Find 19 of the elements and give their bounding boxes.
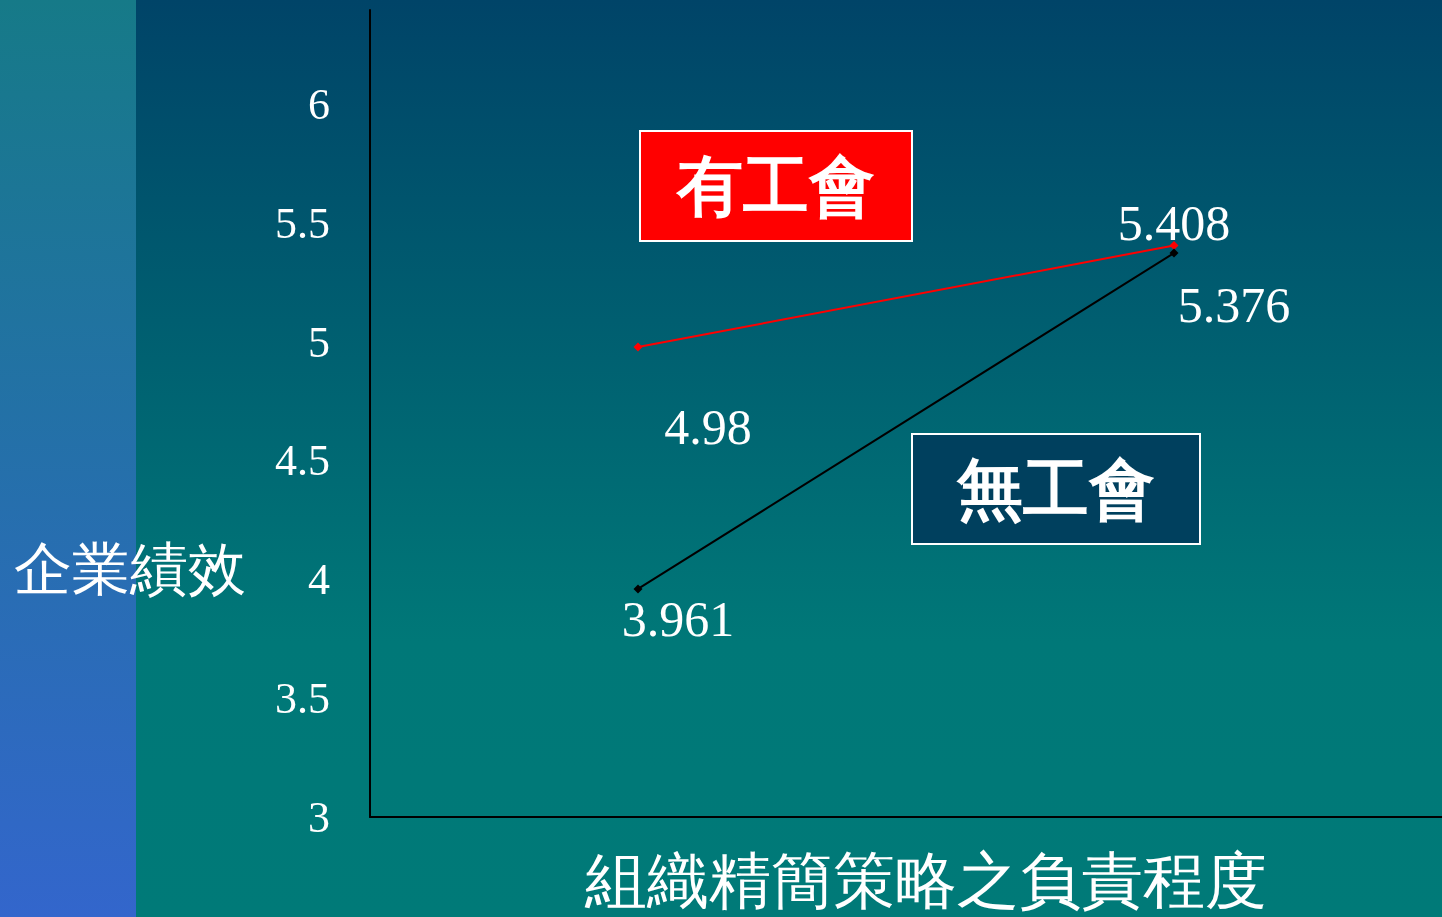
y-tick-label: 5	[308, 317, 330, 367]
y-tick-label: 6	[308, 80, 330, 130]
series-label: 有工會	[675, 149, 875, 223]
point	[1169, 240, 1179, 250]
y-tick-label: 3.5	[275, 673, 330, 723]
point	[1169, 248, 1179, 258]
y-tick-label: 4	[308, 555, 330, 605]
point	[633, 342, 643, 352]
y-tick-label: 4.5	[275, 436, 330, 486]
data-label: 3.961	[621, 590, 735, 647]
y-tick-label: 3	[308, 792, 330, 842]
data-label: 5.376	[1177, 277, 1291, 334]
x-axis-title: 組織精簡策略之負責程度	[584, 847, 1267, 915]
data-label: 4.98	[664, 399, 752, 456]
point	[633, 584, 643, 594]
y-axis-title: 企業績效	[14, 536, 246, 602]
data-label: 5.408	[1117, 195, 1231, 252]
y-tick-label: 5.5	[275, 199, 330, 249]
series-label: 無工會	[956, 452, 1155, 526]
